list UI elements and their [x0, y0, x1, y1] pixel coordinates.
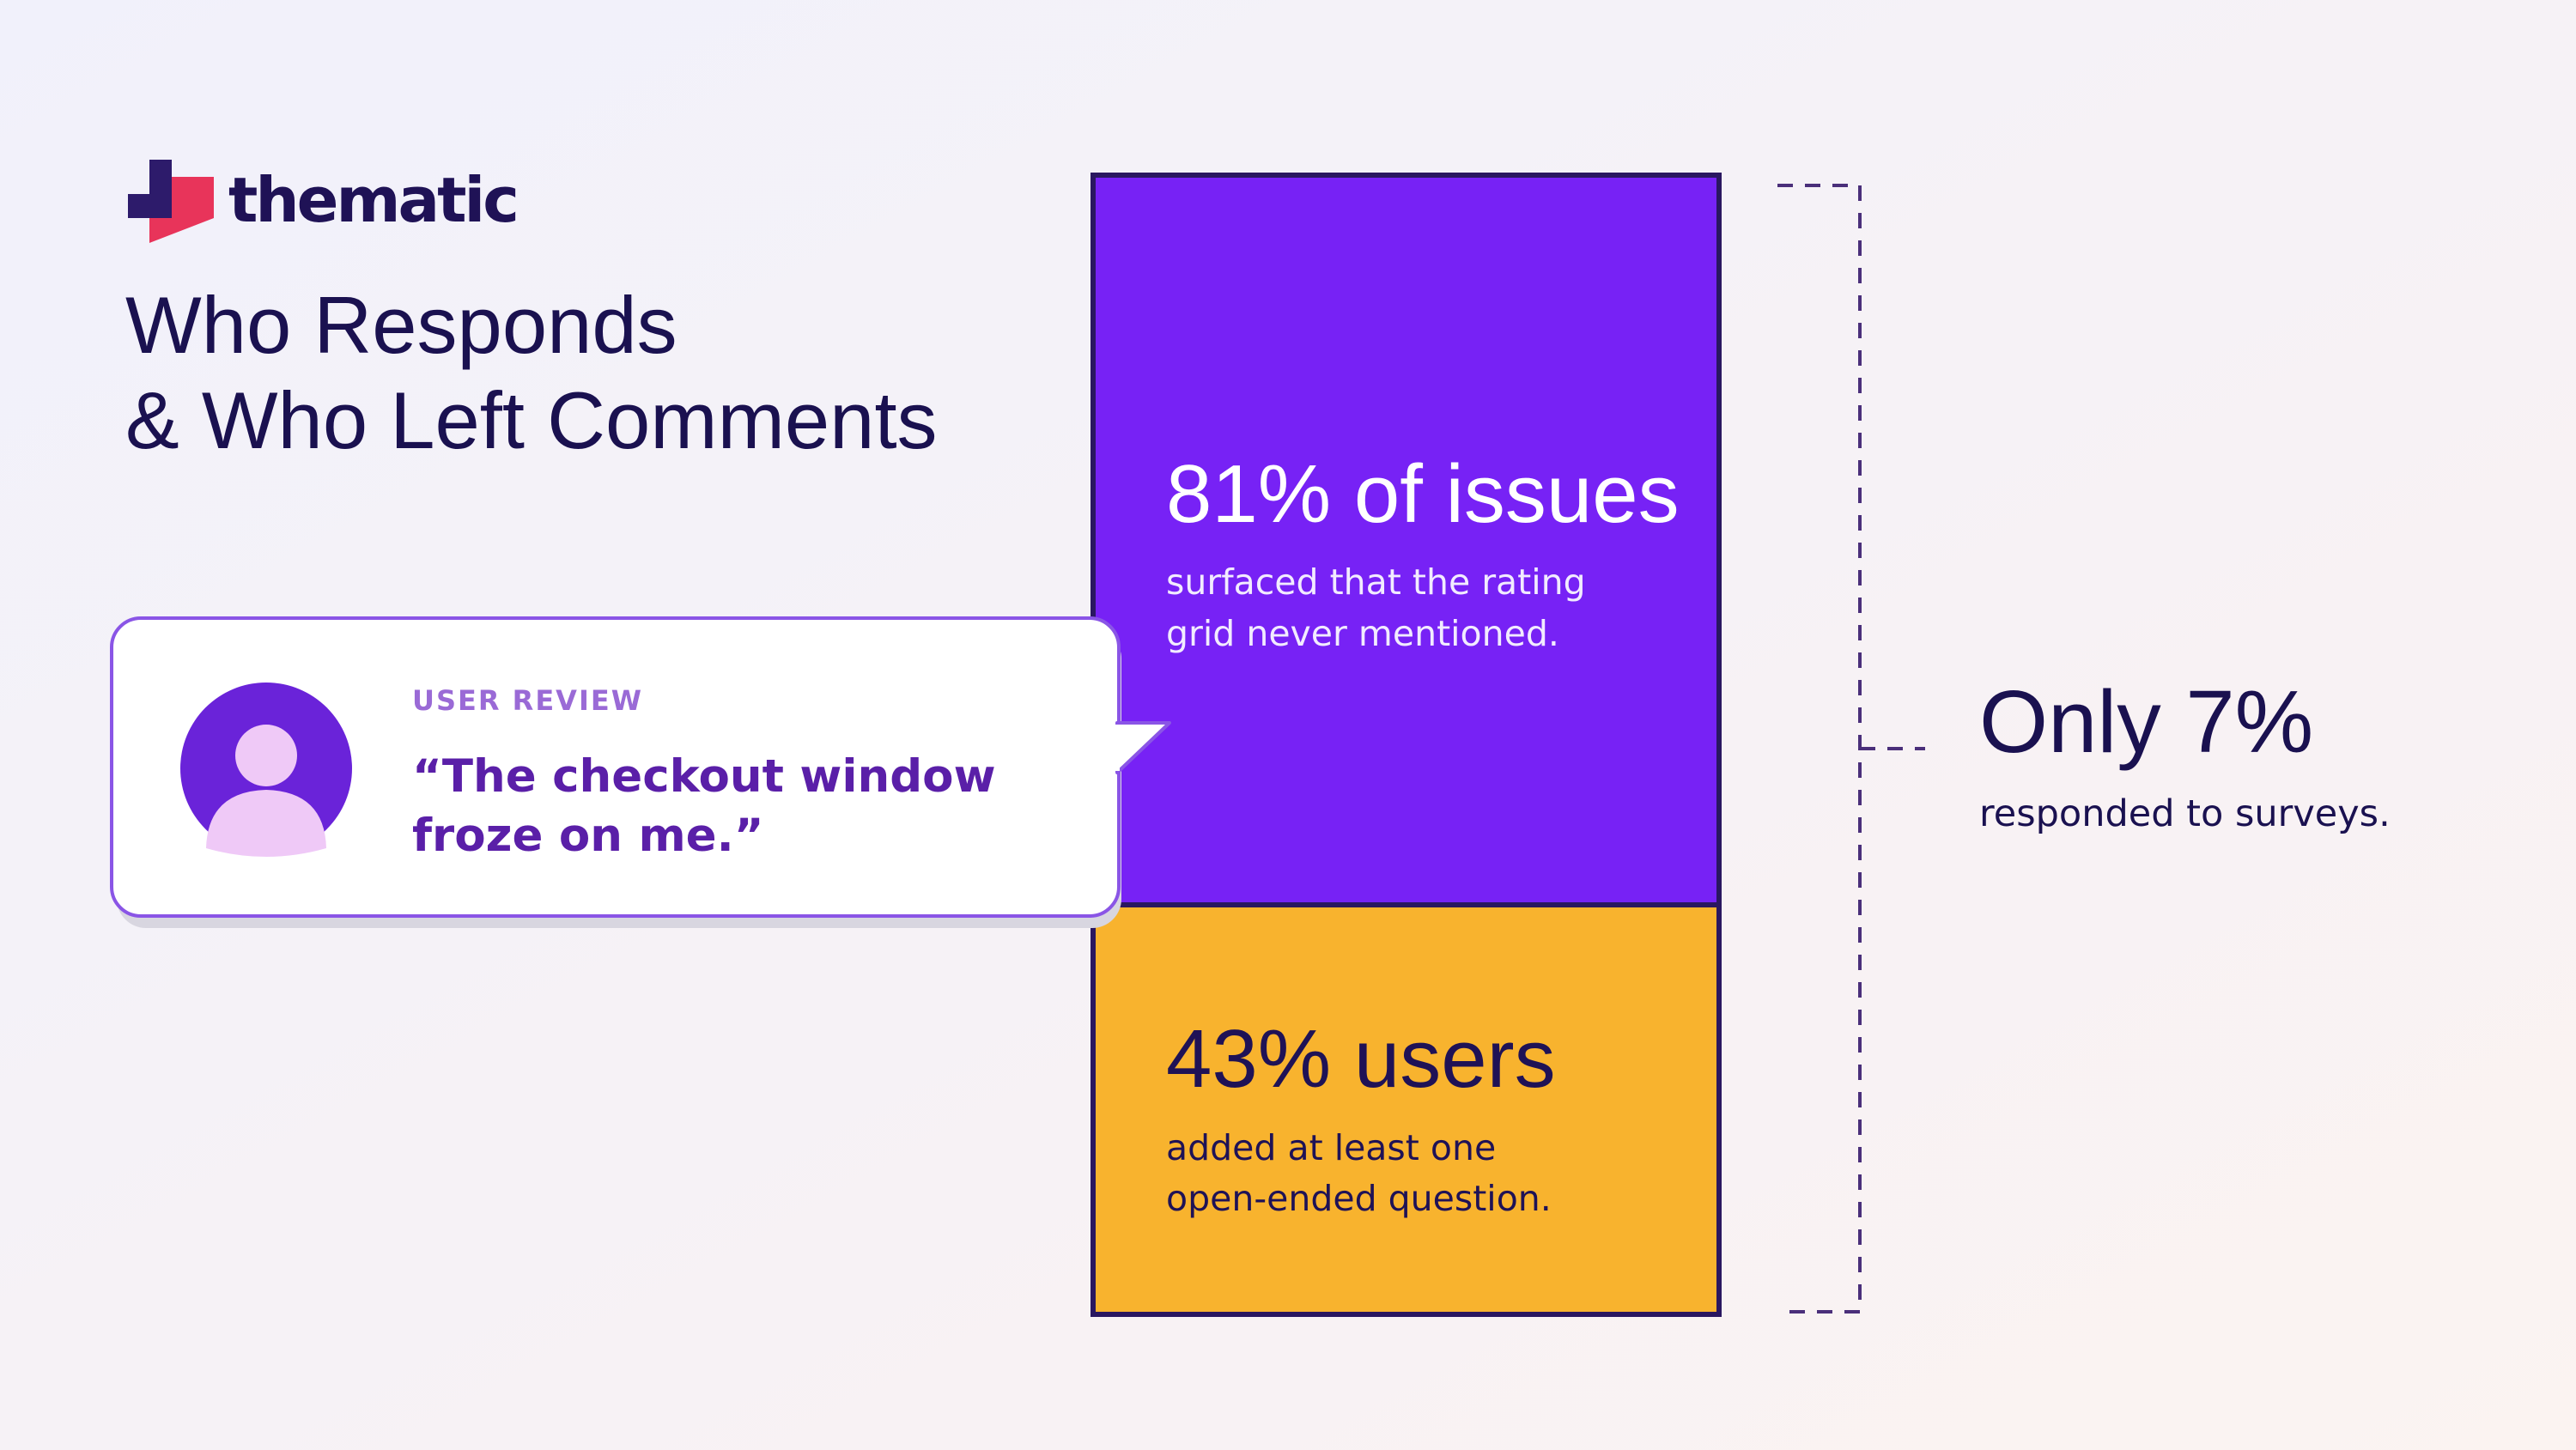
- issues-block: [1091, 173, 1722, 907]
- title-line: Who Responds: [125, 280, 677, 370]
- users-block: [1091, 902, 1722, 1317]
- review-label: USER REVIEW: [412, 684, 643, 717]
- block-text: open-ended question.: [1166, 1178, 1552, 1219]
- logo: thematic: [128, 160, 519, 243]
- logo-mark: [172, 177, 214, 218]
- review-quote: “The checkout window: [412, 750, 996, 803]
- review-quote: froze on me.”: [412, 810, 764, 862]
- block-text: grid never mentioned.: [1166, 613, 1559, 654]
- summary-headline: Only 7%: [1979, 672, 2313, 771]
- pointer-join: [1113, 725, 1120, 771]
- summary-text: responded to surveys.: [1979, 792, 2391, 835]
- avatar-head: [235, 725, 297, 786]
- logo-mark: [128, 160, 172, 218]
- logo-mark: [149, 218, 214, 243]
- bracket: [1777, 184, 1925, 1313]
- block-headline: 81% of issues: [1166, 448, 1680, 540]
- logo-text: thematic: [228, 164, 517, 236]
- block-headline: 43% users: [1166, 1013, 1556, 1105]
- block-text: added at least one: [1166, 1127, 1496, 1168]
- avatar-body: [206, 790, 326, 857]
- title-line: & Who Left Comments: [125, 375, 938, 465]
- block-text: surfaced that the rating: [1166, 561, 1586, 603]
- logo-mark: [149, 160, 172, 194]
